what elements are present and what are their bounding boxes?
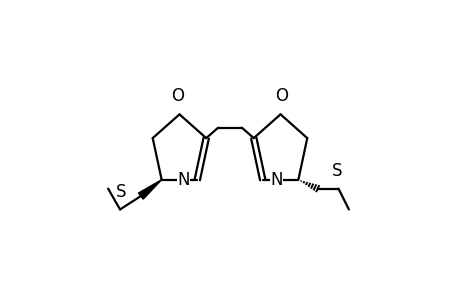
Text: S: S	[331, 162, 341, 180]
Text: S: S	[116, 182, 127, 200]
Text: N: N	[269, 171, 282, 189]
Text: O: O	[275, 87, 288, 105]
Text: O: O	[171, 87, 184, 105]
Text: N: N	[177, 171, 190, 189]
Polygon shape	[138, 180, 161, 199]
